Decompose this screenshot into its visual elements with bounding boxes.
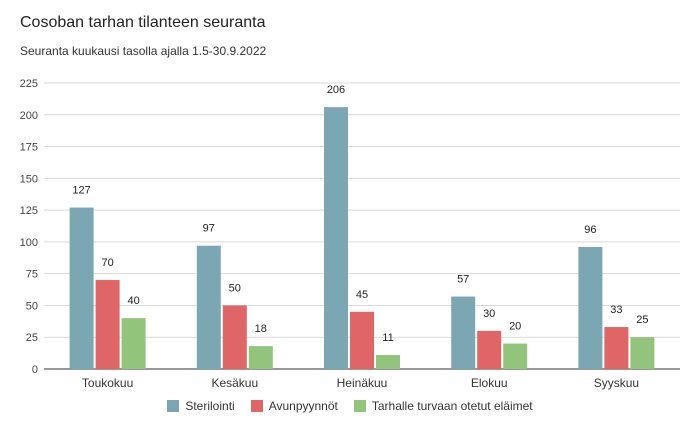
bar [477,330,502,369]
bar [604,327,629,369]
legend-item: Tarhalle turvaan otetut eläimet [353,399,533,413]
data-label: 11 [382,332,393,344]
data-label: 45 [356,289,368,301]
y-tick-label: 175 [20,142,38,154]
legend-label: Avunpyynnöt [268,399,338,413]
y-tick-label: 50 [26,300,38,312]
data-label: 30 [483,308,495,320]
bar [503,343,528,369]
chart-legend: Sterilointi Avunpyynnöt Tarhalle turvaan o… [0,399,700,413]
data-label: 33 [610,304,622,316]
data-label: 20 [509,321,521,333]
x-category-label: Toukokuu [82,376,133,390]
y-tick-label: 0 [32,364,38,376]
legend-item: Avunpyynnöt [250,399,338,413]
bar [630,337,655,369]
bar [222,305,247,369]
x-category-label: Kesäkuu [211,376,258,390]
data-label: 97 [203,223,215,235]
bar [350,311,374,369]
data-label: 127 [72,185,90,197]
data-label: 25 [636,314,648,326]
y-tick-label: 200 [20,110,38,122]
bar [578,246,603,369]
legend-swatch [167,400,180,412]
bar [121,318,146,369]
y-tick-label: 150 [20,173,38,185]
bar [324,107,348,369]
bar [69,207,94,369]
data-label: 57 [457,274,469,286]
y-tick-label: 25 [26,332,38,344]
legend-label: Sterilointi [185,399,235,413]
legend-label: Tarhalle turvaan otetut eläimet [371,399,533,413]
y-tick-label: 75 [26,269,38,281]
x-category-label: Heinäkuu [337,376,388,390]
data-label: 50 [229,282,241,294]
legend-swatch [250,400,263,412]
chart-subtitle: Seuranta kuukausi tasolla ajalla 1.5-30.… [20,44,267,58]
data-label: 206 [327,84,345,96]
bar [451,296,476,369]
y-tick-label: 100 [20,237,38,249]
bar [196,245,221,369]
legend-item: Sterilointi [167,399,235,413]
y-tick-label: 225 [20,78,38,90]
data-label: 70 [101,257,113,269]
legend-swatch [353,400,366,412]
bar [248,346,273,369]
x-category-label: Syyskuu [594,376,639,390]
bar [95,280,120,369]
bar [376,355,400,369]
y-tick-label: 125 [20,205,38,217]
data-label: 40 [127,295,139,307]
data-label: 18 [255,323,267,335]
data-label: 96 [584,224,596,236]
chart-title: Cosoban tarhan tilanteen seuranta [20,14,266,31]
x-category-label: Elokuu [471,376,508,390]
